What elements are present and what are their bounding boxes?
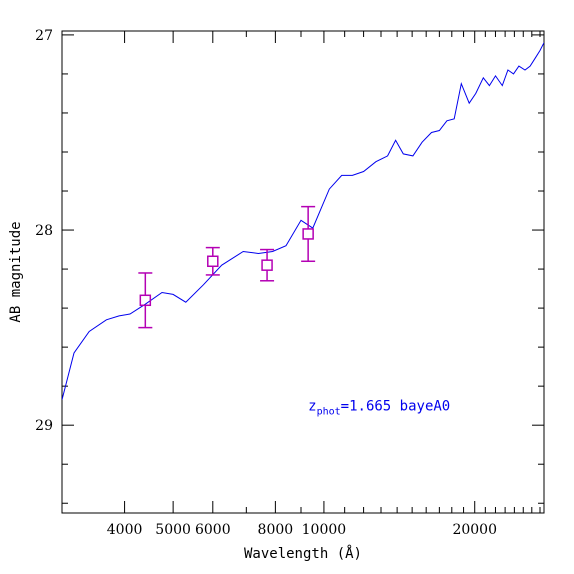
x-tick-label: 4000	[107, 522, 143, 538]
photometry-point	[138, 272, 153, 329]
square-marker	[302, 228, 314, 240]
chart-marks	[62, 42, 544, 400]
square-marker	[261, 259, 273, 271]
model-sed-line	[62, 42, 544, 400]
x-tick-label: 8000	[258, 522, 294, 538]
x-tick-label: 20000	[452, 522, 497, 538]
x-tick-label: 6000	[195, 522, 231, 538]
photometry-point	[301, 205, 316, 263]
photo-z-annotation: zphot=1.665 bayeA0	[308, 399, 450, 418]
x-tick-label: 10000	[302, 522, 347, 538]
annotation-text: =1.665 bayeA0	[341, 399, 451, 415]
y-tick-label: 27	[35, 28, 53, 44]
y-axis-label: AB magnitude	[8, 221, 24, 322]
annotation-z: z	[308, 399, 316, 415]
photometry-point	[205, 246, 220, 276]
square-marker	[207, 255, 219, 268]
axes: 4000 5000 6000 8000 10000 20000 27 28 29	[35, 28, 544, 538]
x-axis-label: Wavelength (Å)	[244, 545, 362, 562]
annotation-subscript: phot	[317, 407, 341, 418]
y-tick-label: 28	[35, 223, 53, 239]
plot-frame	[61, 30, 545, 514]
square-marker	[139, 294, 152, 307]
y-tick-label: 29	[35, 418, 53, 434]
x-tick-label: 5000	[155, 522, 191, 538]
photometry-point	[260, 248, 275, 282]
